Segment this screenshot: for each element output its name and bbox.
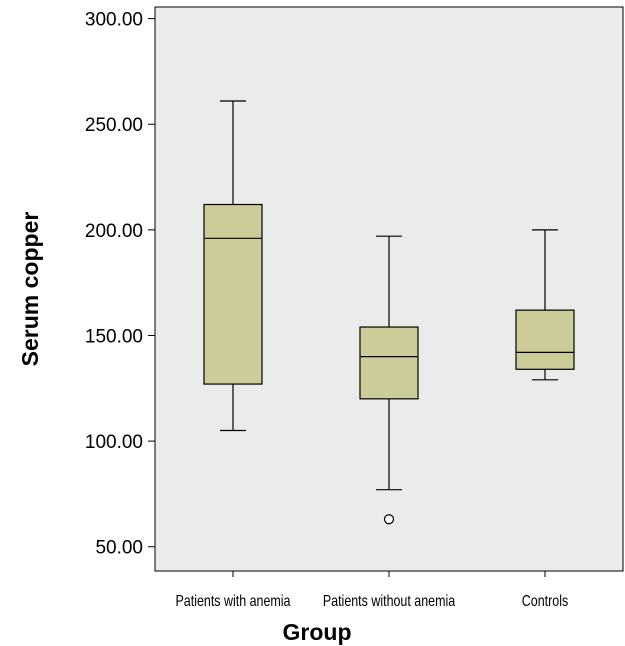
box-2 <box>359 235 419 525</box>
y-tick-label: 150.00 <box>85 326 143 347</box>
outlier-point <box>383 514 395 525</box>
iqr-box <box>359 326 419 400</box>
y-tick-label: 100.00 <box>85 432 143 453</box>
box-3 <box>515 229 575 381</box>
y-tick-label: 50.00 <box>95 538 143 559</box>
x-tick-label: Patients with anemia <box>175 593 290 611</box>
x-axis-title: Group <box>283 619 352 645</box>
y-tick-label: 250.00 <box>85 115 143 136</box>
x-tick-label: Patients without anemia <box>323 593 455 611</box>
box-1 <box>203 100 263 432</box>
box-series <box>203 100 575 525</box>
y-axis-title: Serum copper <box>17 212 43 367</box>
x-tick-label: Controls <box>522 593 568 611</box>
y-tick-label: 200.00 <box>85 221 143 242</box>
x-axis: Patients with anemia Patients without ane… <box>175 571 568 610</box>
y-axis: 50.00 100.00 150.00 200.00 250.00 300.00 <box>85 10 155 559</box>
iqr-box <box>203 203 263 385</box>
y-tick-label: 300.00 <box>85 10 143 31</box>
iqr-box <box>515 309 575 370</box>
